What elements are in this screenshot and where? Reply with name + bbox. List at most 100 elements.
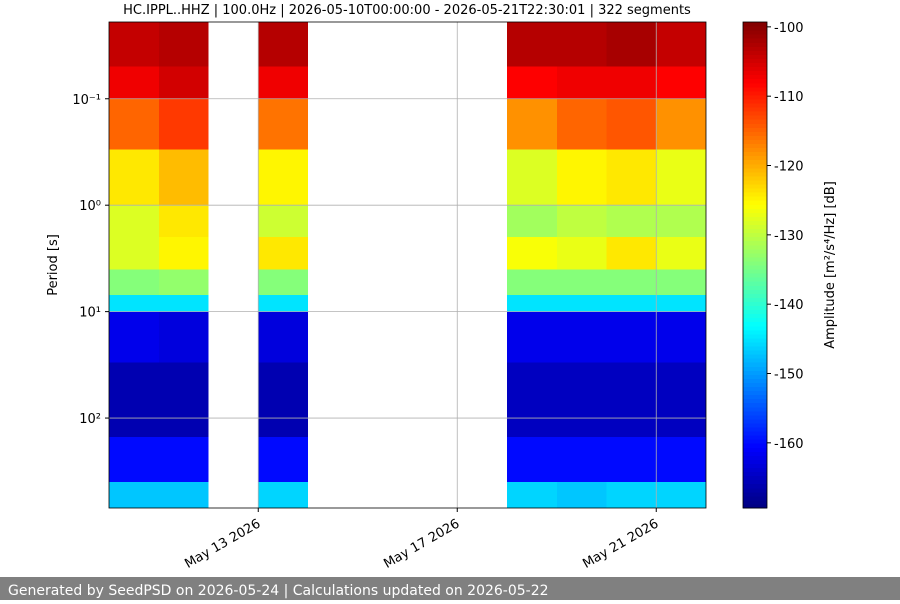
colorbar-strip — [743, 50, 767, 55]
cell — [109, 66, 159, 99]
cell — [656, 205, 706, 238]
cell — [158, 98, 209, 150]
colorbar-strip — [743, 321, 767, 327]
colorbar-strip — [743, 443, 767, 448]
colorbar-strip — [743, 459, 767, 464]
cell — [158, 482, 209, 508]
cell — [606, 237, 657, 270]
cell — [606, 98, 657, 150]
y-tick-label: 10⁻¹ — [72, 93, 101, 108]
cell — [507, 295, 557, 312]
cell — [606, 22, 657, 67]
cell — [258, 149, 308, 206]
cell — [507, 482, 557, 508]
colorbar-strip — [743, 82, 767, 88]
cell — [606, 149, 657, 206]
colorbar-strip — [743, 313, 767, 319]
colorbar-strip — [743, 90, 767, 96]
colorbar-strip — [743, 427, 767, 432]
cell — [109, 149, 159, 206]
chart-title: HC.IPPL..HHZ | 100.0Hz | 2026-05-10T00:0… — [123, 3, 691, 18]
footer-text: Generated by SeedPSD on 2026-05-24 | Cal… — [8, 583, 549, 599]
colorbar-frame — [742, 21, 768, 509]
colorbar-strip — [743, 22, 767, 27]
cell — [158, 66, 209, 99]
colorbar-strip — [743, 341, 767, 347]
colorbar-strip — [743, 475, 767, 481]
colorbar-tick-label: -110 — [774, 90, 804, 105]
cell — [556, 362, 607, 437]
cell — [656, 269, 706, 296]
colorbar-strip — [743, 123, 767, 128]
colorbar-strip — [743, 34, 767, 39]
cell — [507, 311, 557, 363]
colorbar-strip — [743, 455, 767, 460]
cell — [556, 22, 607, 67]
cell — [258, 311, 308, 363]
cell — [109, 98, 159, 150]
cell — [258, 269, 308, 296]
colorbar-strip — [743, 297, 767, 302]
colorbar-strip — [743, 431, 767, 436]
colorbar-strip — [743, 406, 767, 412]
cell — [258, 22, 308, 67]
colorbar-strip — [743, 269, 767, 274]
cell — [109, 269, 159, 296]
cell — [109, 436, 159, 483]
cell — [109, 237, 159, 270]
y-axis-label: Period [s] — [46, 234, 61, 296]
colorbar-strip — [743, 499, 767, 505]
colorbar-strip — [743, 220, 767, 225]
colorbar-strip — [743, 382, 767, 387]
cell — [258, 482, 308, 508]
colorbar-strip — [743, 167, 767, 173]
colorbar-strip — [743, 362, 767, 367]
cell — [556, 436, 607, 483]
colorbar-strip — [743, 159, 767, 165]
x-tick-label: May 21 2026 — [580, 516, 661, 571]
colorbar-strip — [743, 293, 767, 298]
colorbar-strip — [743, 147, 767, 153]
cell — [258, 295, 308, 312]
colorbar-strip — [743, 232, 767, 238]
cell — [556, 149, 607, 206]
colorbar-strip — [743, 196, 767, 201]
cell — [556, 311, 607, 363]
cell — [656, 149, 706, 206]
cell — [158, 22, 209, 67]
colorbar-strip — [743, 435, 767, 440]
colorbar-strip — [743, 414, 767, 420]
cell — [258, 362, 308, 437]
colorbar-strip — [743, 451, 767, 456]
colorbar-strip — [743, 62, 767, 68]
colorbar-strip — [743, 325, 767, 331]
colorbar-strip — [743, 285, 767, 290]
colorbar-strip — [743, 151, 767, 157]
colorbar-strip — [743, 447, 767, 452]
colorbar-tick-label: -100 — [774, 21, 804, 36]
colorbar-strip — [743, 463, 767, 468]
cell — [109, 482, 159, 508]
colorbar-strip — [743, 212, 767, 217]
colorbar-tick-label: -130 — [774, 229, 804, 244]
colorbar-strip — [743, 131, 767, 136]
cell — [109, 205, 159, 238]
cell — [109, 311, 159, 363]
colorbar-strip — [743, 26, 767, 31]
cell — [258, 66, 308, 99]
colorbar-strip — [743, 252, 767, 258]
cell — [606, 436, 657, 483]
colorbar-strip — [743, 38, 767, 43]
colorbar-strip — [743, 374, 767, 379]
colorbar-strip — [743, 228, 767, 234]
cell — [656, 237, 706, 270]
colorbar-strip — [743, 224, 767, 230]
colorbar-strip — [743, 244, 767, 250]
y-tick-label: 10⁰ — [79, 199, 101, 214]
cell — [258, 436, 308, 483]
colorbar-strip — [743, 119, 767, 124]
cell — [656, 98, 706, 150]
colorbar-tick-label: -160 — [774, 437, 804, 452]
cell — [158, 436, 209, 483]
